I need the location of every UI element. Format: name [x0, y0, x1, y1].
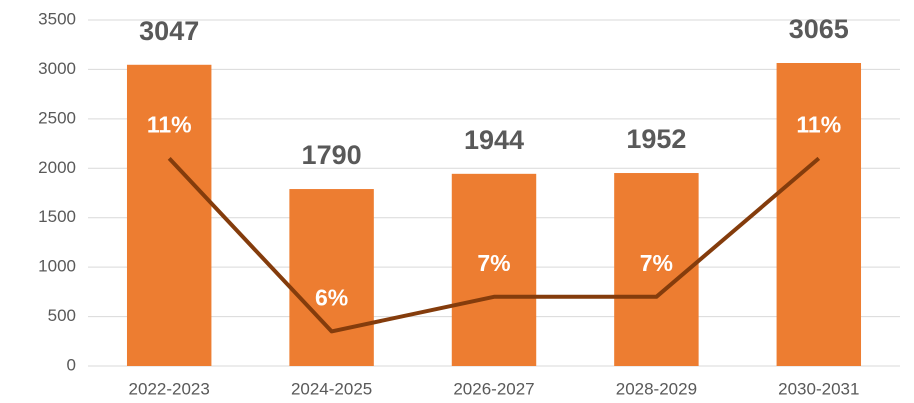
y-tick-label: 0: [67, 355, 76, 374]
line-value-label: 11%: [796, 111, 841, 137]
line-value-label: 6%: [315, 284, 348, 310]
y-tick-label: 2500: [38, 108, 76, 127]
bar-value-label: 1952: [626, 124, 686, 154]
x-tick-label: 2024-2025: [291, 379, 372, 398]
line-value-label: 11%: [147, 111, 192, 137]
x-tick-label: 2030-2031: [778, 379, 859, 398]
y-tick-label: 1500: [38, 207, 76, 226]
bar-value-label: 1790: [302, 140, 362, 170]
bar: [614, 173, 699, 366]
line: [167, 156, 821, 334]
y-tick-label: 1000: [38, 257, 76, 276]
y-tick-label: 500: [48, 306, 76, 325]
bar: [776, 63, 862, 366]
bar-value-label: 3047: [139, 16, 199, 46]
bar: [451, 173, 537, 366]
x-tick-label: 2026-2027: [453, 379, 534, 398]
bar: [126, 64, 212, 366]
y-tick-label: 2000: [38, 158, 76, 177]
bar-value-label: 3065: [789, 14, 849, 44]
line-value-label: 7%: [640, 250, 673, 276]
x-tick-label: 2022-2023: [129, 379, 210, 398]
x-tick-label: 2028-2029: [616, 379, 697, 398]
bar-value-label: 1944: [464, 125, 524, 155]
y-tick-label: 3000: [38, 59, 76, 78]
line-value-label: 7%: [477, 250, 510, 276]
y-tick-label: 3500: [38, 9, 76, 28]
bar: [289, 189, 374, 366]
